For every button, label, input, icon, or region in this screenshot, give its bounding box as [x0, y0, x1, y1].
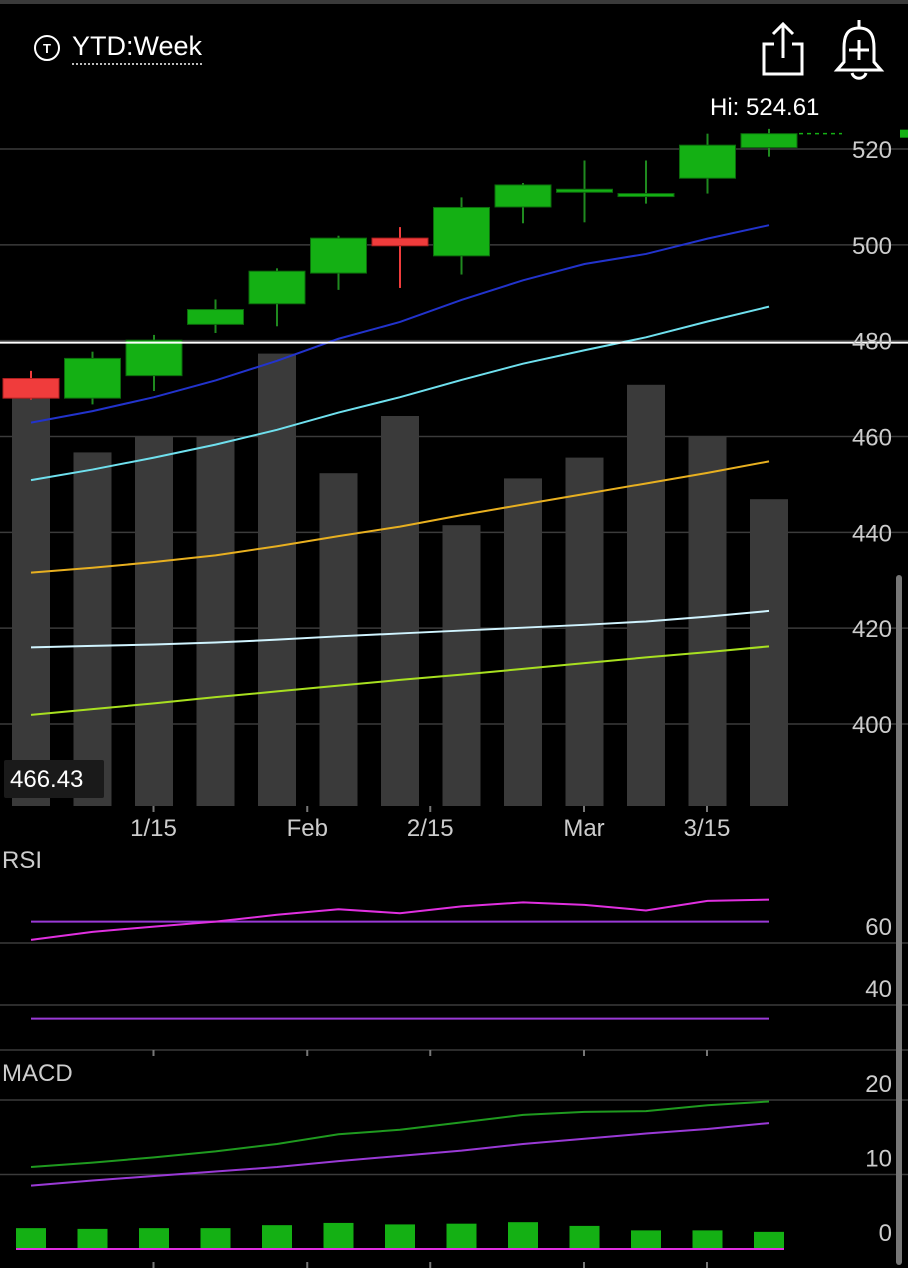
rsi-panel: RSI 60 40	[0, 847, 908, 1056]
moving-average-line-4	[30, 609, 770, 649]
moving-average-lines	[30, 224, 770, 716]
chart-header: T YTD:Week	[0, 4, 908, 90]
macd-histogram-bar	[446, 1223, 477, 1249]
moving-average-line-3	[30, 460, 770, 574]
moving-average-line-5	[30, 645, 770, 716]
macd-histogram-bar	[200, 1228, 231, 1249]
volume-bar	[565, 457, 604, 806]
candle-body[interactable]	[617, 193, 675, 198]
macd-tick-label: 20	[865, 1071, 892, 1098]
candle-body[interactable]	[2, 378, 60, 399]
top-divider	[0, 0, 908, 4]
volume-bar	[73, 452, 112, 806]
candle-body[interactable]	[494, 184, 552, 208]
price-tick-label: 520	[852, 137, 892, 164]
share-icon	[762, 21, 804, 76]
volume-bar	[196, 436, 235, 806]
candle-body[interactable]	[187, 309, 244, 325]
macd-histogram-bar	[692, 1230, 723, 1249]
volume-bar	[12, 395, 50, 806]
add-alert-button[interactable]	[832, 18, 888, 80]
candle-body[interactable]	[371, 237, 429, 247]
last-price-label-box	[4, 760, 104, 798]
macd-histogram-bar	[77, 1228, 108, 1249]
y-axis-labels: 520 500 480 460 440 420 400	[852, 137, 892, 739]
price-overlays: 466.43	[0, 129, 908, 798]
range-selector[interactable]: T YTD:Week	[34, 30, 203, 66]
macd-tick-label: 0	[879, 1220, 892, 1247]
candle-body[interactable]	[248, 270, 306, 305]
candle-body[interactable]	[310, 237, 367, 274]
candle-body[interactable]	[740, 133, 798, 149]
range-type-icon: T	[34, 35, 60, 61]
rsi-line	[30, 898, 770, 941]
volume-bar	[688, 436, 727, 806]
x-tick-label: 3/15	[684, 815, 731, 842]
macd-histogram-bar	[754, 1231, 784, 1249]
scrollbar[interactable]	[896, 575, 902, 1265]
volume-bar	[135, 436, 173, 806]
range-label: YTD:Week	[72, 31, 203, 65]
candlesticks	[2, 128, 798, 405]
volume-bar	[627, 384, 665, 806]
macd-histogram-bar	[323, 1222, 354, 1249]
macd-histogram-bar	[385, 1224, 415, 1249]
rsi-title: RSI	[2, 847, 42, 874]
macd-title: MACD	[2, 1060, 73, 1087]
rsi-tick-label: 60	[865, 914, 892, 941]
x-tick-label: 2/15	[407, 815, 454, 842]
volume-bar	[258, 353, 296, 806]
add-alert-bell-icon	[833, 20, 885, 80]
x-axis-labels: 1/15 Feb 2/15 Mar 3/15	[130, 806, 730, 842]
rsi-tick-label: 40	[865, 976, 892, 1003]
volume-bar	[750, 499, 788, 806]
share-button[interactable]	[756, 18, 812, 80]
macd-panel: MACD 20 10 0	[0, 1060, 908, 1268]
candle-body[interactable]	[556, 188, 613, 193]
price-tick-label: 440	[852, 520, 892, 547]
volume-bar	[319, 473, 358, 806]
macd-histogram-bar	[262, 1225, 292, 1249]
moving-average-line-2	[30, 305, 770, 482]
volume-bar	[442, 525, 481, 806]
macd-signal-line	[30, 1122, 770, 1187]
last-price-label: 466.43	[10, 766, 83, 793]
macd-histogram-bar	[631, 1230, 661, 1249]
price-tick-label: 460	[852, 425, 892, 452]
volume-bars	[12, 353, 788, 806]
x-tick-label: Mar	[563, 815, 604, 842]
volume-bar	[381, 416, 419, 806]
price-tick-label: 480	[852, 329, 892, 356]
macd-histogram-bar	[569, 1225, 600, 1249]
macd-histogram-bar	[139, 1228, 169, 1249]
last-price-marker	[900, 129, 908, 138]
candle-body[interactable]	[433, 206, 490, 257]
price-tick-label: 500	[852, 233, 892, 260]
high-price-label: Hi: 524.61	[710, 94, 820, 121]
volume-bar	[504, 478, 542, 806]
macd-line	[30, 1100, 770, 1169]
x-tick-label: Feb	[287, 815, 328, 842]
candle-body[interactable]	[125, 339, 183, 377]
price-tick-label: 420	[852, 616, 892, 643]
macd-histogram-bar	[16, 1228, 46, 1249]
macd-tick-label: 10	[865, 1146, 892, 1173]
x-tick-label: 1/15	[130, 815, 177, 842]
macd-histogram-bar	[508, 1222, 538, 1249]
candle-body[interactable]	[64, 357, 121, 399]
moving-average-line-1	[30, 224, 770, 424]
candle-body[interactable]	[679, 144, 736, 179]
price-tick-label: 400	[852, 712, 892, 739]
